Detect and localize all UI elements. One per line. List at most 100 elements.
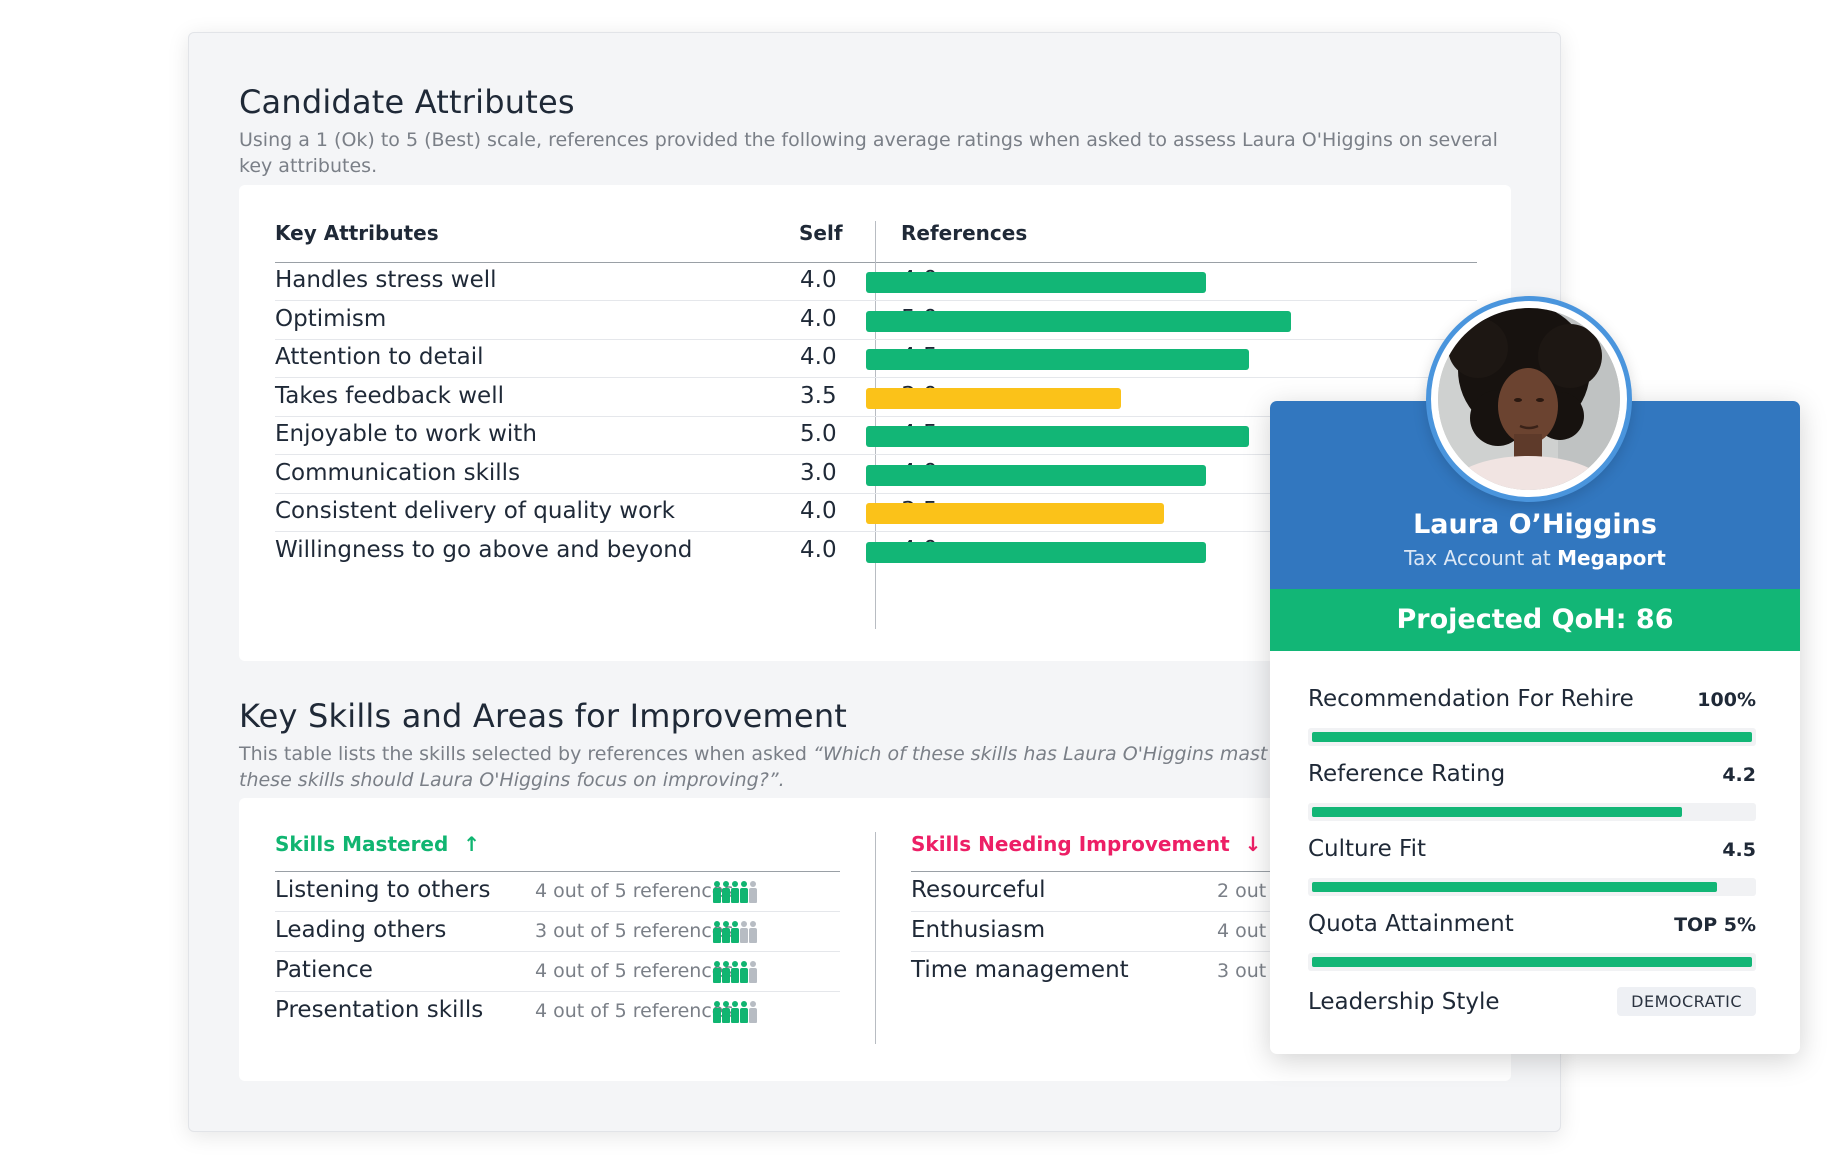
skills-description: This table lists the skills selected by … — [239, 741, 1509, 793]
attribute-self-score: 3.5 — [800, 382, 837, 409]
candidate-name: Laura O’Higgins — [1413, 509, 1657, 540]
person-icon — [713, 921, 721, 943]
skill-reference-count: 4 out of 5 references — [535, 960, 734, 982]
skill-name: Leading others — [275, 917, 447, 943]
reference-people-icons — [713, 881, 757, 903]
reference-people-icons — [713, 921, 757, 943]
attribute-name: Attention to detail — [275, 344, 484, 370]
person-icon — [722, 881, 730, 903]
skill-name: Presentation skills — [275, 997, 484, 1023]
skill-name: Enthusiasm — [911, 917, 1046, 943]
person-icon — [731, 1001, 739, 1023]
person-icon — [731, 881, 739, 903]
attribute-self-score: 5.0 — [800, 421, 837, 447]
attribute-name: Enjoyable to work with — [275, 421, 537, 447]
attribute-reference-bar — [866, 464, 1206, 486]
skill-reference-count: 4 out of 5 references — [535, 1000, 734, 1022]
attribute-reference-bar — [866, 349, 1249, 370]
metric-label: Reference Rating — [1308, 761, 1506, 787]
person-icon — [722, 961, 730, 983]
attribute-self-score: 4.0 — [800, 344, 837, 370]
candidate-profile-card: Laura O’Higgins Tax Account at Megaport … — [1270, 401, 1800, 1054]
header-self: Self — [799, 221, 843, 245]
skills-title: Key Skills and Areas for Improvement — [239, 697, 848, 735]
skill-mastered-row: Presentation skills 4 out of 5 references — [275, 992, 840, 1032]
skill-mastered-row: Patience 4 out of 5 references — [275, 952, 840, 992]
person-icon — [740, 1001, 748, 1023]
attribute-self-score: 4.0 — [800, 536, 837, 563]
metric-label: Quota Attainment — [1308, 911, 1514, 937]
metric-value: 4.2 — [1722, 764, 1756, 786]
leadership-style-badge: DEMOCRATIC — [1617, 987, 1756, 1016]
avatar-ring — [1426, 296, 1632, 502]
attribute-name: Communication skills — [275, 459, 521, 486]
skill-improvement-row: Time management 3 out — [911, 952, 1291, 992]
profile-metric: Culture Fit 4.5 — [1308, 836, 1756, 896]
person-icon — [713, 881, 721, 903]
person-icon — [740, 881, 748, 903]
skills-description-quote: “Which of these skills has Laura O'Higgi… — [813, 743, 1268, 765]
person-icon — [731, 921, 739, 943]
person-icon — [749, 961, 757, 983]
reference-people-icons — [713, 961, 757, 983]
metric-track — [1308, 878, 1756, 896]
avatar-portrait-icon — [1438, 308, 1620, 490]
profile-metric: Quota Attainment TOP 5% — [1308, 911, 1756, 971]
candidate-role: Tax Account at Megaport — [1270, 546, 1800, 570]
metric-fill — [1312, 807, 1682, 817]
skill-improvement-row: Enthusiasm 4 out — [911, 912, 1291, 952]
person-icon — [740, 961, 748, 983]
metric-value: TOP 5% — [1674, 914, 1756, 936]
skills-mastered-label: Skills Mastered — [275, 832, 449, 856]
attribute-name: Willingness to go above and beyond — [275, 536, 693, 563]
skill-mastered-row: Leading others 3 out of 5 references — [275, 912, 840, 952]
person-icon — [722, 1001, 730, 1023]
company-name: Megaport — [1557, 546, 1666, 570]
attribute-name: Optimism — [275, 305, 387, 332]
person-icon — [713, 1001, 721, 1023]
skills-mastered-heading: Skills Mastered ↑ — [275, 832, 480, 856]
person-icon — [722, 921, 730, 943]
arrow-down-icon: ↓ — [1244, 832, 1262, 856]
projected-qoh-banner: Projected QoH: 86 — [1270, 589, 1800, 651]
profile-metric: Recommendation For Rehire 100% — [1308, 686, 1756, 746]
profile-metric: Reference Rating 4.2 — [1308, 761, 1756, 821]
reference-people-icons — [713, 1001, 757, 1023]
skill-name: Resourceful — [911, 877, 1046, 903]
skill-improvement-row: Resourceful 2 out — [911, 872, 1291, 912]
skill-reference-count: 3 out of 5 references — [535, 920, 734, 942]
skills-description-quote-2: these skills should Laura O'Higgins focu… — [239, 769, 785, 791]
metric-value: 4.5 — [1722, 839, 1756, 861]
person-icon — [731, 961, 739, 983]
skill-reference-count: 2 out — [1217, 880, 1267, 902]
metric-label: Culture Fit — [1308, 836, 1426, 862]
skill-name: Listening to others — [275, 877, 491, 903]
leadership-style-row: Leadership Style DEMOCRATIC — [1308, 987, 1756, 1016]
person-icon — [749, 1001, 757, 1023]
attribute-reference-bar — [866, 503, 1164, 524]
attribute-self-score: 4.0 — [800, 498, 837, 524]
person-icon — [749, 921, 757, 943]
mastered-divider — [275, 871, 840, 872]
skills-column-divider — [875, 832, 876, 1044]
metric-value: 100% — [1697, 689, 1756, 711]
metric-track — [1308, 803, 1756, 821]
attribute-self-score: 4.0 — [800, 267, 837, 293]
header-key-attributes: Key Attributes — [275, 221, 439, 245]
improvement-divider — [911, 871, 1291, 872]
attribute-reference-bar — [866, 541, 1206, 563]
skill-reference-count: 4 out — [1217, 920, 1267, 942]
arrow-up-icon: ↑ — [463, 832, 481, 856]
avatar — [1438, 308, 1620, 490]
attributes-title: Candidate Attributes — [239, 83, 575, 121]
header-references: References — [901, 221, 1028, 245]
leadership-style-label: Leadership Style — [1308, 989, 1500, 1015]
attribute-reference-bar — [866, 426, 1249, 447]
